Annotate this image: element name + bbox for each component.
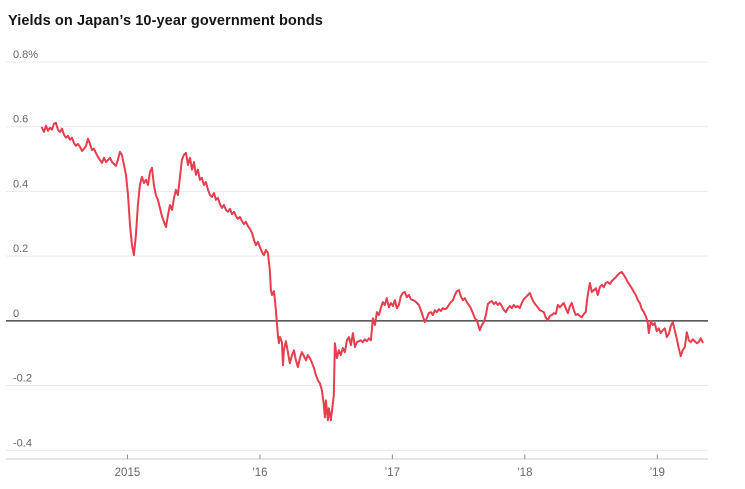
y-axis-label: -0.4	[13, 437, 32, 449]
y-axis-label: 0.8%	[13, 49, 38, 61]
yield-line-series	[41, 121, 704, 422]
chart-title: Yields on Japan’s 10-year government bon…	[8, 13, 323, 29]
y-axis-label: -0.2	[13, 373, 32, 385]
x-axis-label: ’18	[517, 467, 532, 479]
x-axis-label: 2015	[115, 467, 141, 479]
x-axis-label: ’17	[385, 467, 400, 479]
y-axis-label: 0	[13, 308, 19, 320]
y-axis-label: 0.4	[13, 178, 28, 190]
x-axis-label: ’19	[650, 467, 665, 479]
x-axis-label: ’16	[252, 467, 267, 479]
y-axis-label: 0.2	[13, 243, 28, 255]
y-axis-label: 0.6	[13, 114, 28, 126]
